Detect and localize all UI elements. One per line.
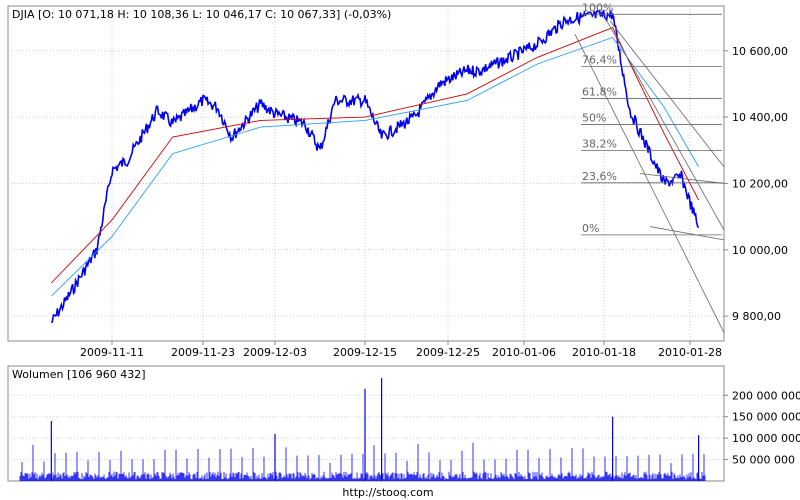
price-tick-label: 9 800,00: [732, 310, 781, 323]
source-footer: http://stooq.com: [342, 486, 433, 499]
fib-level-label: 100%: [582, 1, 613, 14]
fib-level-label: 61,8%: [582, 86, 617, 99]
price-tick-label: 10 200,00: [732, 177, 788, 190]
volume-panel: [7, 365, 725, 482]
x-tick-label: 2010-01-06: [492, 346, 556, 359]
volume-y-axis: 200 000 000 150 000 000 100 000 000 50 000 …: [724, 389, 800, 467]
volume-grid: [8, 394, 724, 461]
volume-bars: [19, 378, 706, 481]
fib-level-label: 76,4%: [582, 53, 617, 66]
x-tick-label: 2009-11-23: [171, 346, 235, 359]
price-tick-label: 10 400,00: [732, 111, 788, 124]
price-tick-label: 10 000,00: [732, 244, 788, 257]
fibonacci-retracement: 100% 76,4% 61,8% 50% 38,2% 23,6% 0%: [574, 1, 725, 333]
price-tick-label: 10 600,00: [732, 45, 788, 58]
price-title: DJIA [O: 10 071,18 H: 10 108,36 L: 10 04…: [12, 8, 391, 21]
fib-level-label: 0%: [582, 222, 599, 235]
fan-line: [649, 226, 725, 241]
x-axis: 2009-11-11 2009-11-23 2009-12-03 2009-12-15…: [80, 341, 722, 359]
price-y-axis: 10 600,00 10 400,00 10 200,00 10 000,00 9 80…: [724, 45, 788, 323]
fan-line: [609, 20, 725, 168]
series-line-djia: [50, 9, 700, 324]
x-tick-label: 2009-12-03: [243, 346, 307, 359]
fib-level-label: 50%: [582, 112, 606, 125]
x-tick-label: 2009-12-25: [416, 346, 480, 359]
volume-tick-label: 150 000 000: [732, 411, 800, 424]
price-lines: [50, 9, 700, 324]
fan-line: [604, 17, 725, 231]
fan-line: [574, 34, 725, 333]
x-tick-label: 2009-12-15: [333, 346, 397, 359]
fib-level-label: 23,6%: [582, 170, 617, 183]
series-line-average-1: [50, 27, 699, 284]
fib-level-label: 38,2%: [582, 138, 617, 151]
volume-tick-label: 200 000 000: [732, 389, 800, 402]
x-tick-label: 2010-01-28: [658, 346, 722, 359]
x-tick-label: 2010-01-18: [572, 346, 636, 359]
x-tick-label: 2009-11-11: [80, 346, 144, 359]
volume-tick-label: 50 000 000: [732, 454, 795, 467]
volume-title: Wolumen [106 960 432]: [12, 368, 146, 381]
price-panel: [7, 5, 725, 342]
fan-line: [639, 173, 725, 184]
series-line-average-2: [50, 36, 699, 297]
volume-tick-label: 100 000 000: [732, 432, 800, 445]
